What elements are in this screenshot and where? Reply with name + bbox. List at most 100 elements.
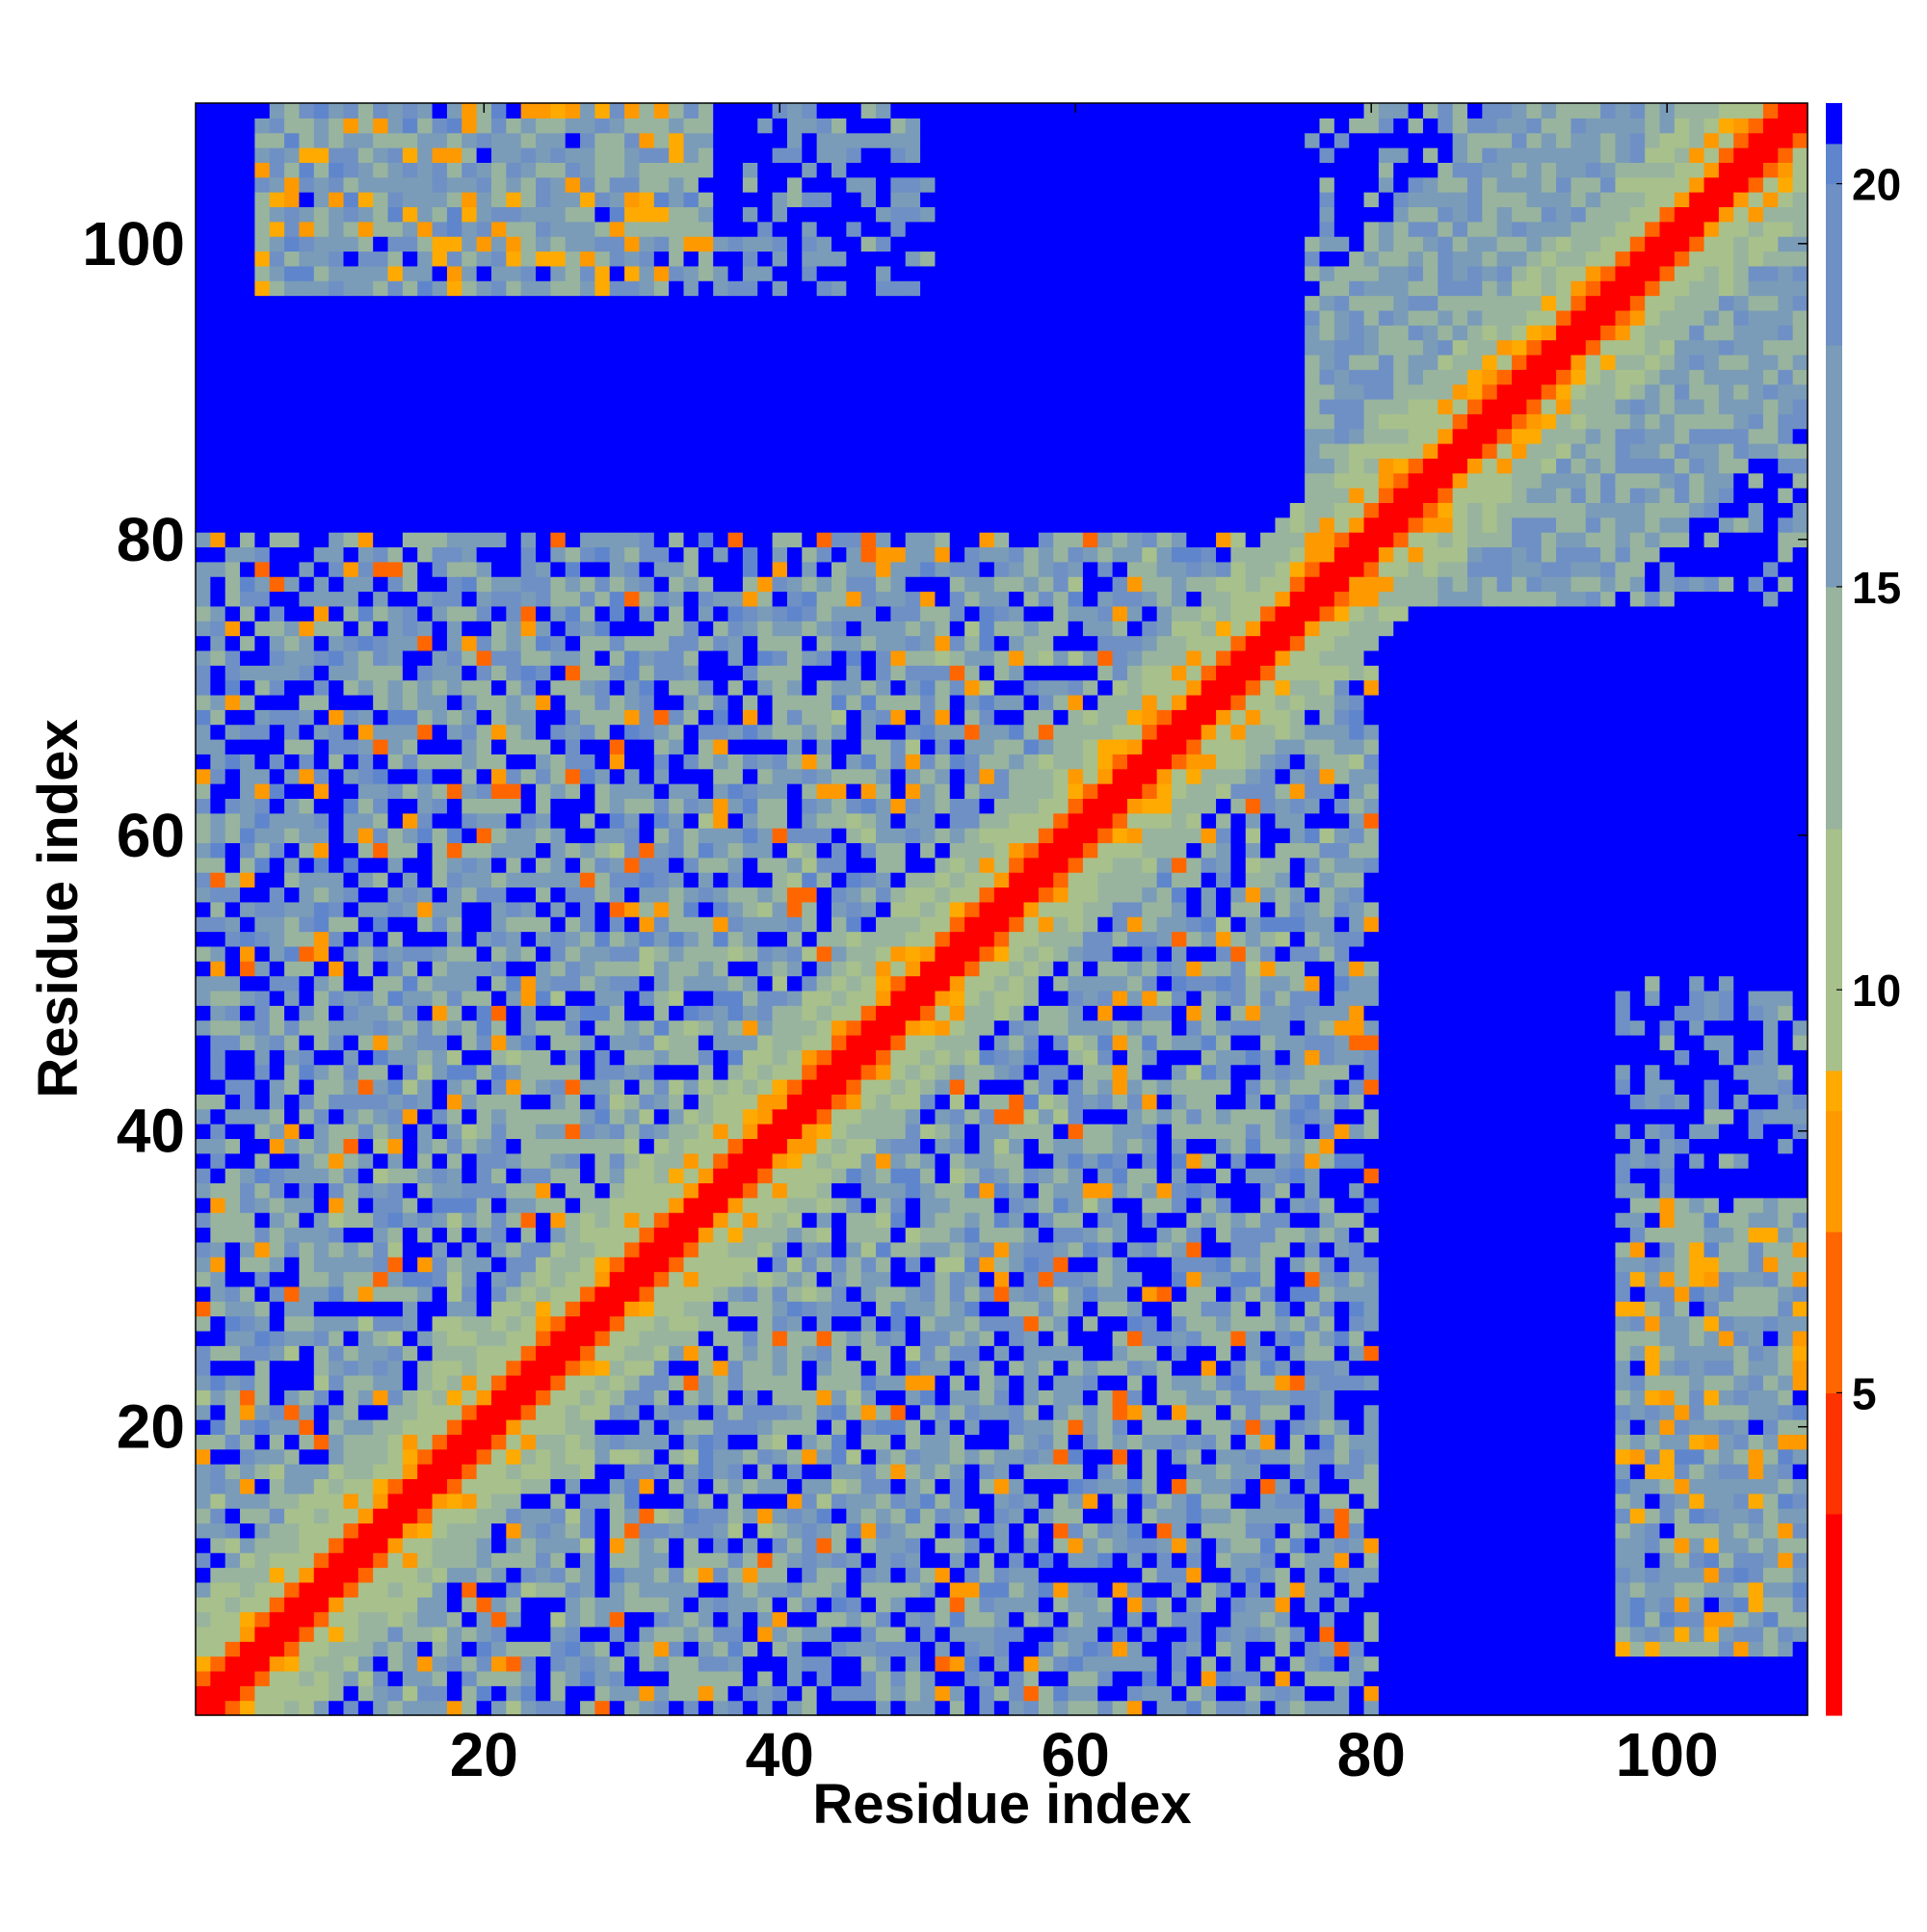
- heatmap-cell: [329, 428, 345, 444]
- heatmap-cell: [565, 488, 581, 504]
- heatmap-cell: [254, 1005, 271, 1021]
- heatmap-cell: [683, 1597, 700, 1613]
- heatmap-cell: [683, 1079, 700, 1095]
- heatmap-cell: [196, 738, 211, 754]
- heatmap-cell: [357, 1241, 374, 1257]
- heatmap-cell: [269, 1138, 285, 1154]
- heatmap-cell: [669, 354, 685, 370]
- heatmap-cell: [653, 1685, 670, 1702]
- heatmap-cell: [669, 1079, 685, 1095]
- heatmap-cell: [417, 251, 434, 267]
- heatmap-cell: [520, 1641, 537, 1657]
- heatmap-cell: [594, 649, 611, 666]
- heatmap-cell: [786, 1182, 803, 1199]
- heatmap-cell: [520, 1197, 537, 1213]
- heatmap-cell: [343, 1389, 359, 1406]
- heatmap-cell: [313, 621, 330, 637]
- heatmap-cell: [520, 1301, 537, 1317]
- heatmap-cell: [802, 1522, 818, 1539]
- heatmap-cell: [373, 1537, 389, 1553]
- heatmap-cell: [757, 118, 774, 134]
- heatmap-cell: [757, 516, 774, 533]
- heatmap-cell: [313, 339, 330, 356]
- heatmap-cell: [786, 398, 803, 414]
- heatmap-cell: [757, 975, 774, 992]
- heatmap-cell: [565, 162, 581, 178]
- heatmap-cell: [520, 1064, 537, 1080]
- heatmap-cell: [210, 857, 226, 873]
- heatmap-cell: [210, 1108, 226, 1125]
- heatmap-cell: [772, 783, 788, 799]
- heatmap-cell: [727, 1374, 744, 1390]
- heatmap-cell: [299, 1389, 315, 1406]
- heatmap-cell: [713, 901, 729, 917]
- heatmap-cell: [846, 576, 862, 593]
- heatmap-cell: [757, 384, 774, 400]
- heatmap-cell: [831, 1241, 847, 1257]
- heatmap-cell: [669, 1685, 685, 1702]
- heatmap-cell: [772, 961, 788, 977]
- heatmap-cell: [713, 649, 729, 666]
- heatmap-cell: [520, 887, 537, 903]
- heatmap-cell: [639, 1019, 655, 1036]
- heatmap-cell: [490, 1448, 507, 1465]
- heatmap-cell: [727, 1493, 744, 1509]
- heatmap-cell: [196, 916, 211, 933]
- heatmap-cell: [210, 1064, 226, 1080]
- heatmap-cell: [609, 1197, 625, 1213]
- heatmap-cell: [698, 975, 714, 992]
- heatmap-cell: [462, 1464, 478, 1480]
- heatmap-cell: [313, 1404, 330, 1420]
- heatmap-cell: [196, 872, 211, 888]
- heatmap-cell: [357, 1537, 374, 1553]
- heatmap-cell: [757, 532, 774, 548]
- heatmap-cell: [240, 265, 255, 281]
- heatmap-cell: [210, 1389, 226, 1406]
- heatmap-cell: [402, 709, 418, 726]
- heatmap-cell: [462, 842, 478, 859]
- heatmap-cell: [713, 1315, 729, 1332]
- heatmap-cell: [224, 325, 241, 341]
- heatmap-cell: [254, 1419, 271, 1435]
- heatmap-cell: [565, 1079, 581, 1095]
- heatmap-cell: [329, 621, 345, 637]
- heatmap-cell: [490, 192, 507, 208]
- heatmap-cell: [860, 1404, 877, 1420]
- heatmap-cell: [313, 887, 330, 903]
- heatmap-cell: [713, 339, 729, 356]
- heatmap-cell: [594, 1330, 611, 1346]
- heatmap-cell: [565, 251, 581, 267]
- heatmap-cell: [550, 990, 567, 1006]
- heatmap-cell: [299, 768, 315, 784]
- heatmap-cell: [520, 1152, 537, 1169]
- heatmap-cell: [624, 1434, 641, 1450]
- heatmap-cell: [299, 221, 315, 237]
- heatmap-cell: [757, 591, 774, 607]
- heatmap-cell: [609, 1345, 625, 1362]
- heatmap-cell: [432, 916, 448, 933]
- heatmap-cell: [254, 931, 271, 947]
- heatmap-cell: [772, 828, 788, 844]
- heatmap-cell: [210, 309, 226, 326]
- heatmap-cell: [254, 147, 271, 163]
- heatmap-cell: [772, 1641, 788, 1657]
- heatmap-cell: [329, 576, 345, 593]
- heatmap-cell: [536, 679, 551, 696]
- heatmap-cell: [490, 1108, 507, 1125]
- heatmap-cell: [196, 325, 211, 341]
- heatmap-cell: [816, 369, 832, 385]
- heatmap-cell: [329, 1301, 345, 1317]
- heatmap-cell: [254, 1138, 271, 1154]
- heatmap-cell: [846, 532, 862, 548]
- heatmap-cell: [446, 1212, 462, 1229]
- heatmap-cell: [313, 872, 330, 888]
- heatmap-cell: [284, 798, 301, 814]
- heatmap-cell: [446, 1537, 462, 1553]
- heatmap-cell: [402, 443, 418, 459]
- heatmap-cell: [476, 872, 492, 888]
- heatmap-cell: [594, 251, 611, 267]
- heatmap-cell: [772, 369, 788, 385]
- heatmap-cell: [417, 443, 434, 459]
- heatmap-cell: [432, 1419, 448, 1435]
- heatmap-cell: [269, 280, 285, 297]
